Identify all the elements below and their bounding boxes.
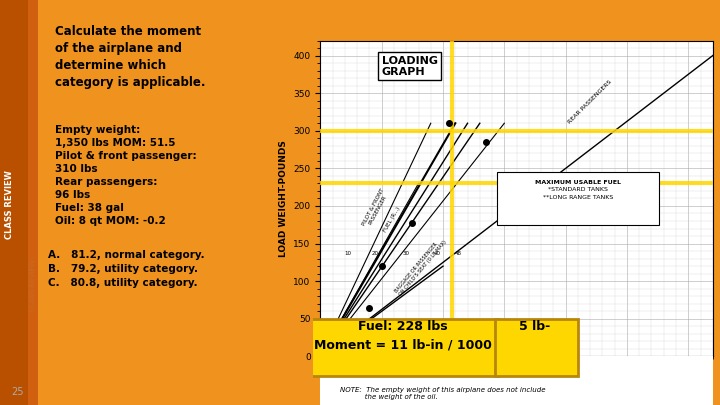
Text: 25: 25: [12, 387, 24, 397]
Bar: [28, 0, 38, 405]
Text: Empty weight:: Empty weight:: [55, 125, 140, 135]
X-axis label: LOAD MOMENT/1000 (POUND-INCHES): LOAD MOMENT/1000 (POUND-INCHES): [420, 381, 613, 390]
Text: BAGGAGE OR PASSENGER
ON CHILD'S SEAT (0 LB MAX): BAGGAGE OR PASSENGER ON CHILD'S SEAT (0 …: [394, 236, 448, 297]
Text: *STANDARD TANKS: *STANDARD TANKS: [548, 187, 608, 192]
Text: REAR PASSENGERS: REAR PASSENGERS: [567, 79, 613, 124]
Text: 310 lbs: 310 lbs: [55, 164, 98, 174]
FancyBboxPatch shape: [497, 172, 659, 225]
Text: 30: 30: [402, 251, 410, 256]
FancyBboxPatch shape: [307, 319, 498, 375]
Text: 10: 10: [344, 251, 351, 256]
Text: C.   80.8, utility category.: C. 80.8, utility category.: [48, 278, 197, 288]
Text: 20: 20: [372, 251, 379, 256]
Text: **LONG RANGE TANKS: **LONG RANGE TANKS: [543, 195, 613, 200]
Text: Fuel: 38 gal: Fuel: 38 gal: [55, 203, 124, 213]
Text: Rear passengers:: Rear passengers:: [55, 177, 158, 187]
Text: B.   79.2, utility category.: B. 79.2, utility category.: [48, 264, 198, 274]
Bar: [0, 0, 28, 405]
FancyBboxPatch shape: [495, 319, 578, 375]
Text: PILOT & FRONT
PASSENGER: PILOT & FRONT PASSENGER: [361, 188, 390, 230]
Text: CLASS REVIEW: CLASS REVIEW: [30, 259, 36, 311]
Text: LOADING
GRAPH: LOADING GRAPH: [382, 55, 438, 77]
Text: FUEL (R...): FUEL (R...): [382, 206, 401, 233]
Text: MAXIMUM USABLE FUEL: MAXIMUM USABLE FUEL: [535, 180, 621, 185]
Text: 1,350 lbs MOM: 51.5: 1,350 lbs MOM: 51.5: [55, 138, 176, 148]
Text: 48: 48: [454, 251, 462, 256]
Text: 5 lb-: 5 lb-: [519, 320, 551, 333]
Text: Oil: 8 qt MOM: -0.2: Oil: 8 qt MOM: -0.2: [55, 216, 166, 226]
Text: CLASS REVIEW: CLASS REVIEW: [6, 171, 14, 239]
Text: Calculate the moment
of the airplane and
determine which
category is applicable.: Calculate the moment of the airplane and…: [55, 25, 205, 89]
Text: A.   81.2, normal category.: A. 81.2, normal category.: [48, 250, 204, 260]
Y-axis label: LOAD WEIGHT-POUNDS: LOAD WEIGHT-POUNDS: [279, 140, 288, 257]
Text: NOTE:  The empty weight of this airplane does not include
           the weight : NOTE: The empty weight of this airplane …: [340, 387, 546, 400]
Text: Pilot & front passenger:: Pilot & front passenger:: [55, 151, 197, 161]
Text: Fuel: 228 lbs
Moment = 11 lb-in / 1000: Fuel: 228 lbs Moment = 11 lb-in / 1000: [313, 320, 492, 352]
Text: 40: 40: [433, 251, 441, 256]
Text: 96 lbs: 96 lbs: [55, 190, 90, 200]
